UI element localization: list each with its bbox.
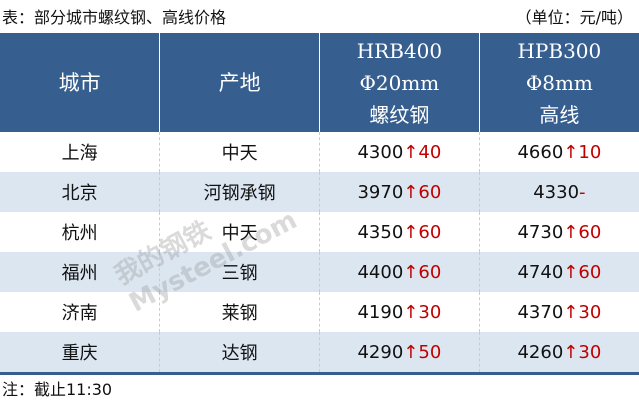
cell-city: 济南 — [0, 292, 161, 332]
footnote: 注：截止11:30 — [2, 380, 113, 399]
header-origin: 产地 — [159, 33, 320, 132]
price: 4260 — [517, 341, 564, 363]
price: 4730 — [517, 221, 564, 243]
cell-hpb: 4330- — [479, 172, 639, 212]
cell-hpb: 4370↑30 — [479, 292, 639, 332]
price: 4300 — [357, 141, 404, 163]
header-hrb: HRB400 Φ20mm 螺纹钢 — [319, 33, 480, 132]
cell-hrb: 4400↑60 — [319, 252, 480, 292]
cell-hrb: 4300↑40 — [319, 132, 480, 172]
price: 3970 — [357, 181, 404, 203]
header-line: Φ20mm — [359, 70, 440, 95]
header-line: 高线 — [539, 102, 580, 127]
change: - — [579, 181, 586, 203]
cell-hrb: 4350↑60 — [319, 212, 480, 252]
cell-hpb: 4260↑30 — [479, 332, 639, 375]
cell-hrb: 4190↑30 — [319, 292, 480, 332]
price: 4660 — [517, 141, 564, 163]
cell-hpb: 4660↑10 — [479, 132, 639, 172]
table-row: 福州 三钢 4400↑60 4740↑60 — [0, 252, 639, 292]
cell-origin: 河钢承钢 — [159, 172, 320, 212]
change: ↑40 — [403, 141, 442, 163]
price: 4400 — [357, 261, 404, 283]
change: ↑60 — [403, 181, 442, 203]
cell-origin: 中天 — [159, 212, 320, 252]
cell-origin: 三钢 — [159, 252, 320, 292]
cell-origin: 莱钢 — [159, 292, 320, 332]
cell-hpb: 4740↑60 — [479, 252, 639, 292]
header-line: HPB300 — [517, 38, 602, 63]
cell-city: 上海 — [0, 132, 161, 172]
table-row: 北京 河钢承钢 3970↑60 4330- — [0, 172, 639, 212]
price: 4370 — [517, 301, 564, 323]
change: ↑30 — [403, 301, 442, 323]
cell-city: 重庆 — [0, 332, 161, 375]
price: 4190 — [357, 301, 404, 323]
change: ↑60 — [403, 261, 442, 283]
change: ↑30 — [563, 341, 602, 363]
header-hpb: HPB300 Φ8mm 高线 — [479, 33, 639, 132]
price-table: 城市 产地 HRB400 Φ20mm 螺纹钢 HPB300 Φ8mm 高线 上海 中天 … — [0, 33, 639, 375]
cell-hrb: 4290↑50 — [319, 332, 480, 375]
change: ↑10 — [563, 141, 602, 163]
cell-origin: 中天 — [159, 132, 320, 172]
unit-label: （单位：元/吨） — [515, 8, 633, 27]
header-line: 螺纹钢 — [369, 102, 430, 127]
header-line: Φ8mm — [525, 70, 593, 95]
change: ↑50 — [403, 341, 442, 363]
header-city: 城市 — [0, 33, 161, 132]
price: 4350 — [357, 221, 404, 243]
cell-hrb: 3970↑60 — [319, 172, 480, 212]
table-row: 重庆 达钢 4290↑50 4260↑30 — [0, 332, 639, 375]
change: ↑60 — [563, 221, 602, 243]
change: ↑60 — [403, 221, 442, 243]
table-row: 上海 中天 4300↑40 4660↑10 — [0, 132, 639, 172]
change: ↑60 — [563, 261, 602, 283]
cell-city: 杭州 — [0, 212, 161, 252]
change: ↑30 — [563, 301, 602, 323]
price: 4330 — [533, 181, 580, 203]
table-row: 济南 莱钢 4190↑30 4370↑30 — [0, 292, 639, 332]
cell-city: 福州 — [0, 252, 161, 292]
table-row: 杭州 中天 4350↑60 4730↑60 — [0, 212, 639, 252]
cell-origin: 达钢 — [159, 332, 320, 375]
cell-city: 北京 — [0, 172, 161, 212]
price: 4740 — [517, 261, 564, 283]
price: 4290 — [357, 341, 404, 363]
cell-hpb: 4730↑60 — [479, 212, 639, 252]
header-line: HRB400 — [356, 38, 443, 63]
table-title: 表：部分城市螺纹钢、高线价格 — [2, 8, 227, 27]
